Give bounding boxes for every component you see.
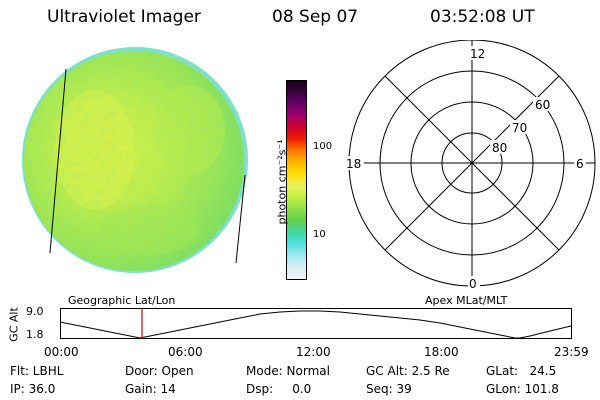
status-gc-alt: GC Alt: 2.5 Re bbox=[366, 364, 450, 378]
status-glon: GLon: 101.8 bbox=[486, 382, 559, 396]
time-tick-0000: 00:00 bbox=[44, 345, 79, 359]
polar-plot: 12 18 6 0 60 70 80 bbox=[344, 40, 596, 291]
status-flt: Flt: LBHL bbox=[10, 364, 64, 378]
colorbar-unit-label: photon cm⁻²s⁻¹ bbox=[275, 139, 289, 225]
time-tick-1800: 18:00 bbox=[424, 345, 459, 359]
polar-diagonal-2 bbox=[384, 75, 560, 251]
colorbar bbox=[286, 80, 307, 280]
lat-label-80: 80 bbox=[492, 141, 507, 155]
status-mode: Mode: Normal bbox=[246, 364, 330, 378]
status-glat: GLat: 24.5 bbox=[486, 364, 557, 378]
timeline-y-top: 9.0 bbox=[26, 305, 44, 318]
colorbar-tick-10: 10 bbox=[313, 229, 326, 240]
timeline-left-label: Geographic Lat/Lon bbox=[68, 294, 176, 307]
right-boundary-line bbox=[235, 174, 246, 264]
date-label: 08 Sep 07 bbox=[272, 7, 359, 27]
timeline-plot bbox=[60, 308, 572, 339]
time-label: 03:52:08 UT bbox=[430, 7, 535, 27]
left-boundary-line bbox=[49, 68, 67, 254]
time-tick-1200: 12:00 bbox=[296, 345, 331, 359]
timeline-right-label: Apex MLat/MLT bbox=[425, 294, 508, 307]
time-tick-0600: 06:00 bbox=[168, 345, 203, 359]
colorbar-gradient bbox=[287, 81, 306, 279]
gc-alt-curve bbox=[60, 310, 572, 339]
lat-label-70: 70 bbox=[512, 121, 527, 135]
lat-label-60: 60 bbox=[535, 98, 550, 112]
time-tick-2359: 23:59 bbox=[554, 345, 589, 359]
instrument-title: Ultraviolet Imager bbox=[47, 7, 201, 27]
earth-disk-image bbox=[22, 47, 248, 273]
mlt-label-0: 0 bbox=[469, 277, 477, 291]
status-seq: Seq: 39 bbox=[366, 382, 412, 396]
timeline-y-bottom: 1.8 bbox=[26, 328, 44, 341]
timeline-axis-title: GC Alt bbox=[7, 307, 21, 342]
status-dsp: Dsp: 0.0 bbox=[246, 382, 312, 396]
mlt-label-6: 6 bbox=[576, 157, 584, 171]
mlt-label-18: 18 bbox=[346, 157, 361, 171]
colorbar-tick-100: 100 bbox=[313, 141, 333, 152]
status-gain: Gain: 14 bbox=[125, 382, 176, 396]
mlt-label-12: 12 bbox=[470, 47, 485, 61]
status-ip: IP: 36.0 bbox=[10, 382, 56, 396]
status-door: Door: Open bbox=[125, 364, 194, 378]
